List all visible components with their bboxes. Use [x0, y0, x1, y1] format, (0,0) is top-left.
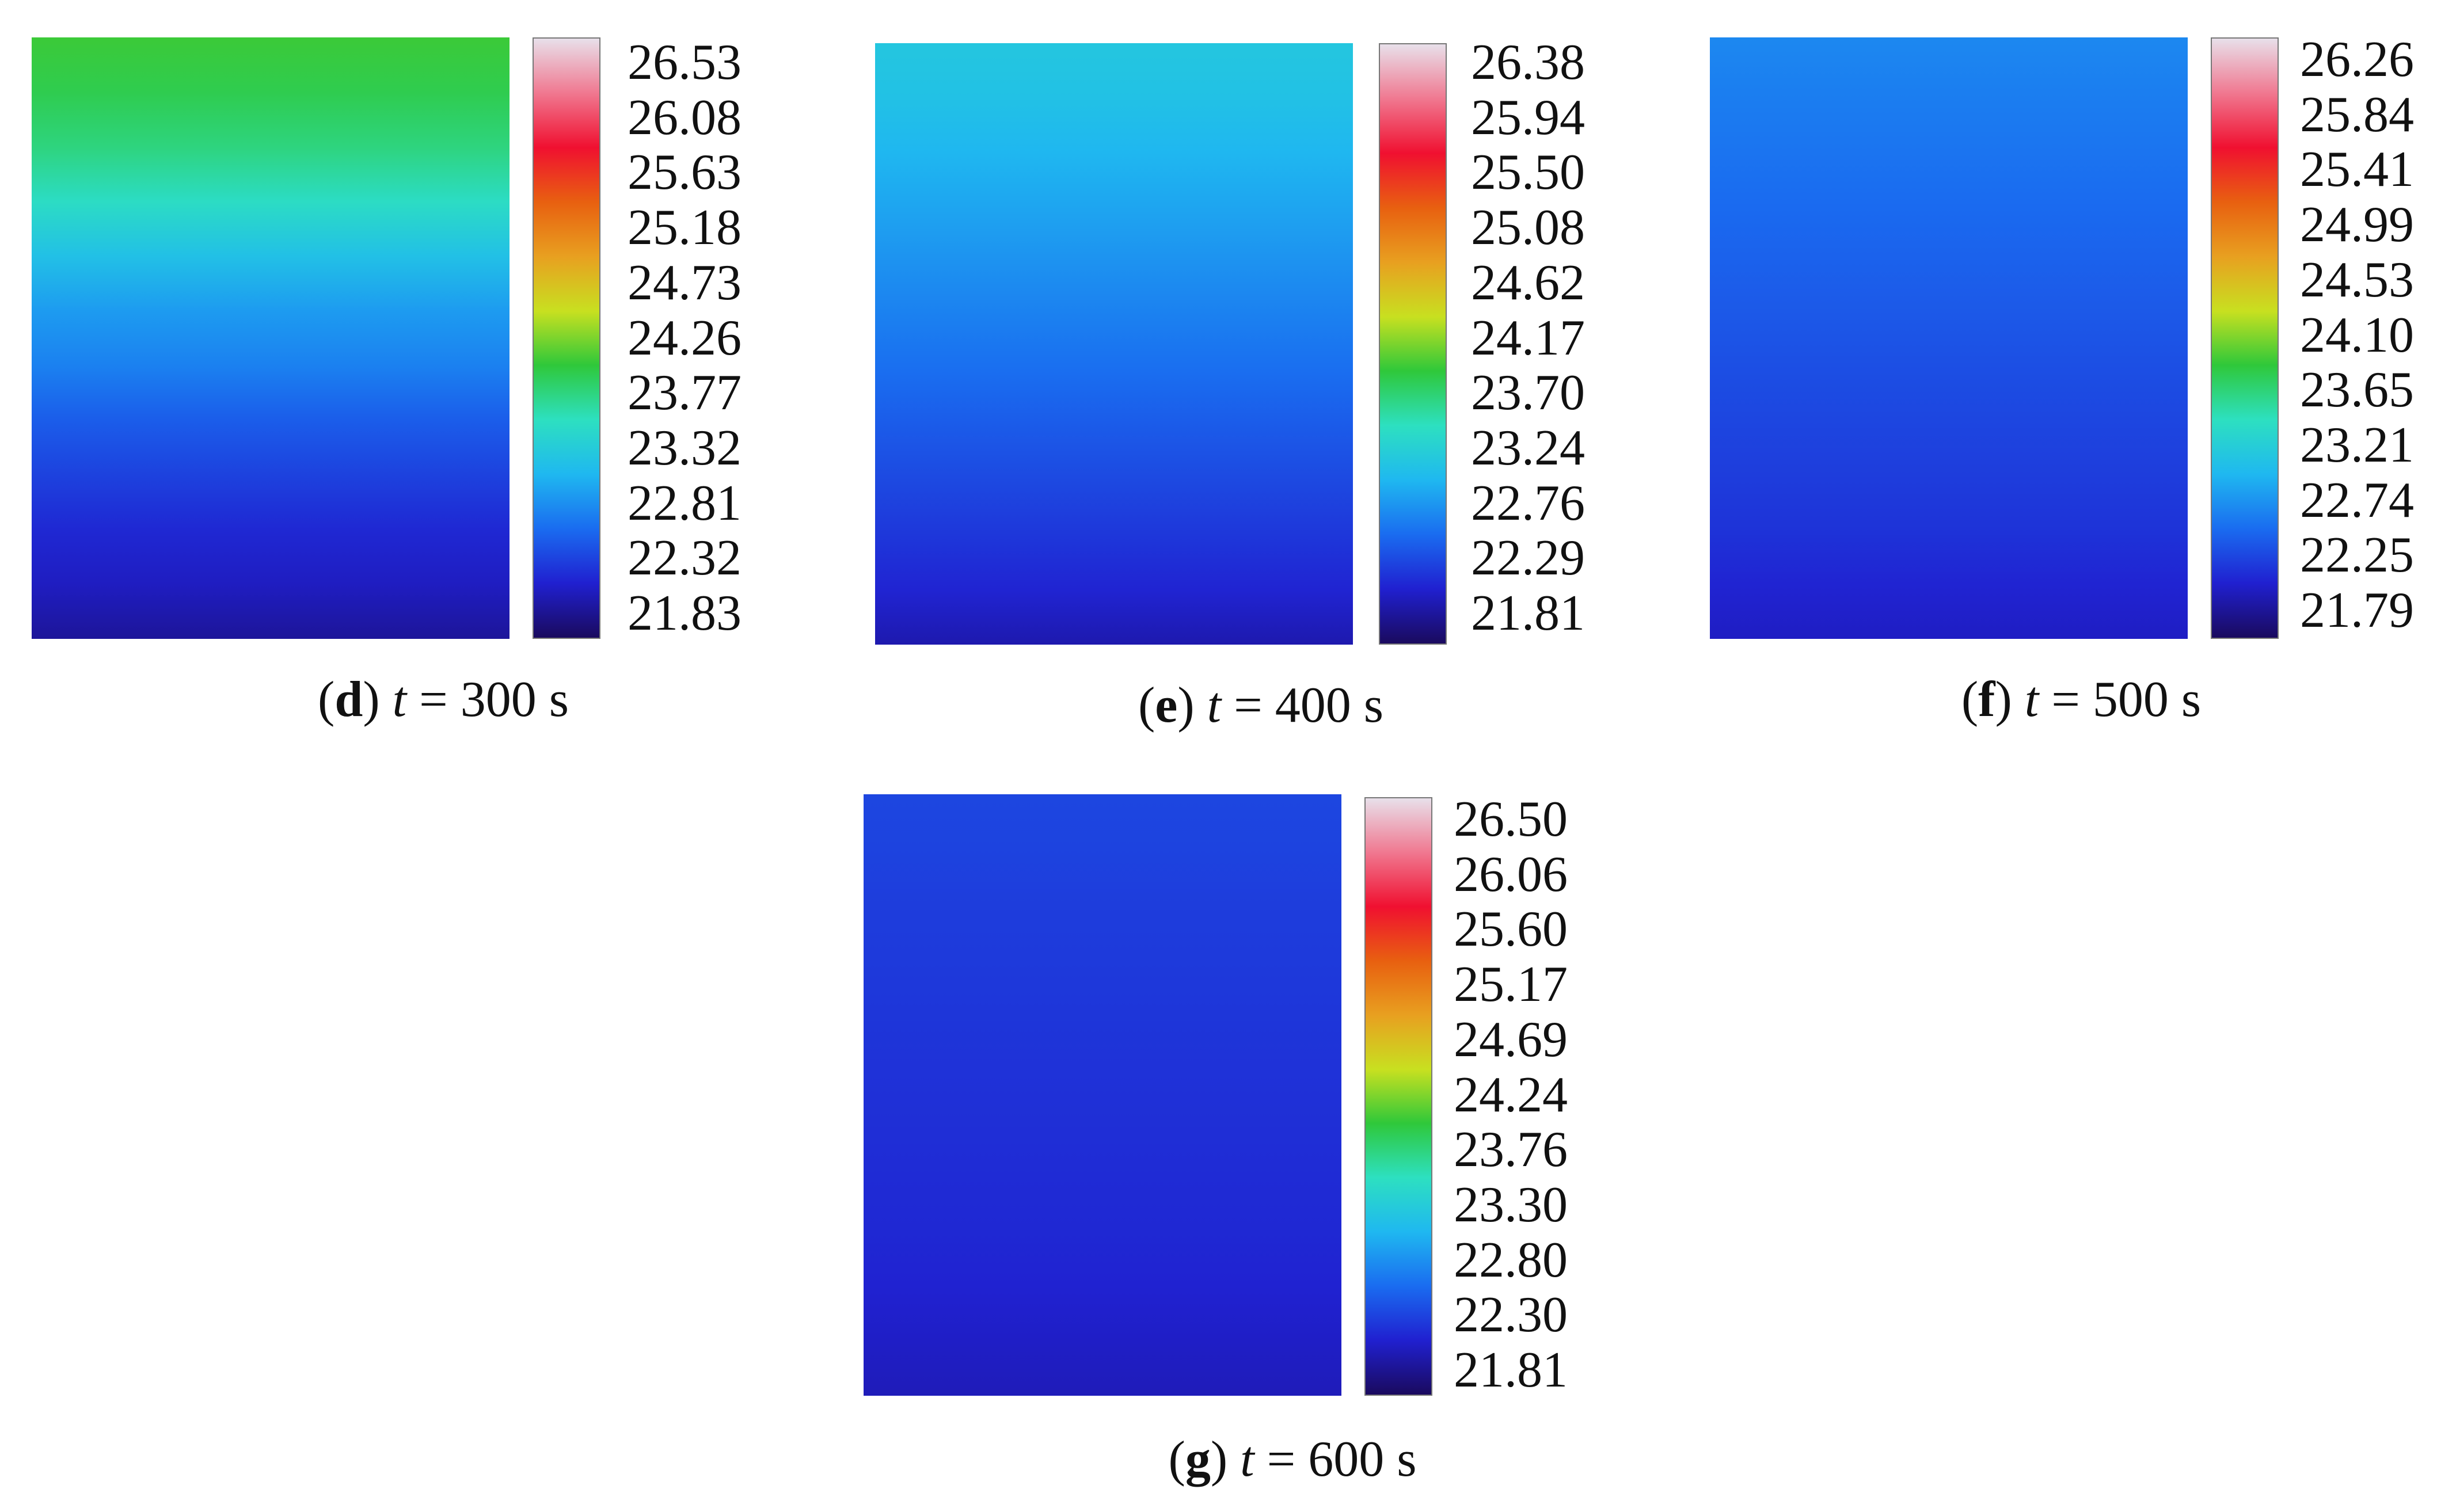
colorbar-tick-label: 23.30: [1454, 1176, 1568, 1233]
colorbar-g: [1364, 797, 1432, 1396]
temperature-field: [1710, 37, 2188, 639]
colorbar-f: [2211, 37, 2279, 639]
colorbar-tick-label: 25.50: [1471, 144, 1585, 201]
colorbar-tick-label: 21.81: [1454, 1342, 1568, 1398]
colorbar-tick-label: 23.24: [1471, 420, 1585, 476]
colorbar-tick-label: 22.80: [1454, 1232, 1568, 1288]
colorbar-tick-label: 26.06: [1454, 846, 1568, 902]
colorbar-tick-label: 25.94: [1471, 89, 1585, 146]
colorbar-tick-label: 24.10: [2300, 307, 2414, 363]
time-value-g: = 600 s: [1267, 1431, 1417, 1487]
colorbar-tick-label: 22.32: [628, 530, 742, 586]
colorbar-tick-label: 25.63: [628, 144, 742, 201]
colorbar-tick-label: 25.17: [1454, 957, 1568, 1013]
colorbar-e: [1379, 43, 1447, 645]
panel-letter-d: d: [334, 672, 363, 728]
colorbar-tick-label: 21.79: [2300, 582, 2414, 638]
time-symbol-d: t: [392, 672, 407, 728]
colorbar-d: [533, 37, 600, 639]
caption-e: (e) t = 400 s: [1138, 677, 1384, 733]
colorbar-tick-label: 25.18: [628, 200, 742, 256]
colorbar-tick-label: 26.38: [1471, 35, 1585, 90]
colorbar-tick-label: 22.25: [2300, 527, 2414, 584]
colorbar-tick-label: 23.76: [1454, 1122, 1568, 1178]
heatmap-e: [875, 43, 1353, 645]
heatmap-g: [864, 794, 1341, 1396]
heatmap-d: [32, 37, 510, 639]
colorbar-tick-label: 21.83: [628, 585, 742, 641]
colorbar-tick-label: 24.24: [1454, 1067, 1568, 1123]
time-value-d: = 300 s: [419, 672, 569, 728]
temperature-field: [32, 37, 510, 639]
colorbar-tick-label: 25.84: [2300, 86, 2414, 143]
colorbar-tick-label: 24.26: [628, 310, 742, 366]
temperature-field: [864, 794, 1341, 1396]
colorbar-tick-label: 22.30: [1454, 1287, 1568, 1343]
colorbar-tick-label: 24.99: [2300, 197, 2414, 253]
colorbar-tick-label: 21.81: [1471, 585, 1585, 641]
colorbar-tick-label: 24.73: [628, 254, 742, 311]
panel-letter-e: e: [1155, 677, 1178, 733]
colorbar-tick-label: 22.81: [628, 475, 742, 531]
colorbar-tick-label: 23.65: [2300, 362, 2414, 418]
caption-d: (d) t = 300 s: [318, 672, 569, 728]
heatmap-f: [1710, 37, 2188, 639]
time-symbol-e: t: [1207, 677, 1222, 733]
time-value-f: = 500 s: [2051, 672, 2202, 728]
caption-f: (f) t = 500 s: [1961, 672, 2202, 728]
panel-letter-g: g: [1185, 1431, 1211, 1487]
colorbar-tick-label: 22.74: [2300, 472, 2414, 528]
time-symbol-f: t: [2024, 672, 2039, 728]
colorbar-tick-label: 24.53: [2300, 252, 2414, 308]
colorbar-tick-label: 23.21: [2300, 417, 2414, 473]
colorbar-tick-label: 26.26: [2300, 32, 2414, 87]
colorbar-tick-label: 22.76: [1471, 475, 1585, 531]
time-symbol-g: t: [1240, 1431, 1254, 1487]
colorbar-tick-label: 23.32: [628, 420, 742, 476]
colorbar-tick-label: 26.50: [1454, 791, 1568, 847]
colorbar-tick-label: 25.41: [2300, 142, 2414, 198]
colorbar-tick-label: 26.08: [628, 89, 742, 146]
colorbar-tick-label: 24.17: [1471, 310, 1585, 366]
panel-letter-f: f: [1978, 672, 1995, 728]
colorbar-tick-label: 24.62: [1471, 254, 1585, 311]
colorbar-tick-label: 23.77: [628, 365, 742, 421]
colorbar-tick-label: 23.70: [1471, 365, 1585, 421]
caption-g: (g) t = 600 s: [1168, 1431, 1417, 1487]
colorbar-tick-label: 22.29: [1471, 530, 1585, 586]
colorbar-tick-label: 25.08: [1471, 200, 1585, 256]
colorbar-tick-label: 25.60: [1454, 901, 1568, 958]
time-value-e: = 400 s: [1234, 677, 1384, 733]
colorbar-tick-label: 24.69: [1454, 1011, 1568, 1068]
temperature-field: [875, 43, 1353, 645]
colorbar-tick-label: 26.53: [628, 35, 742, 90]
